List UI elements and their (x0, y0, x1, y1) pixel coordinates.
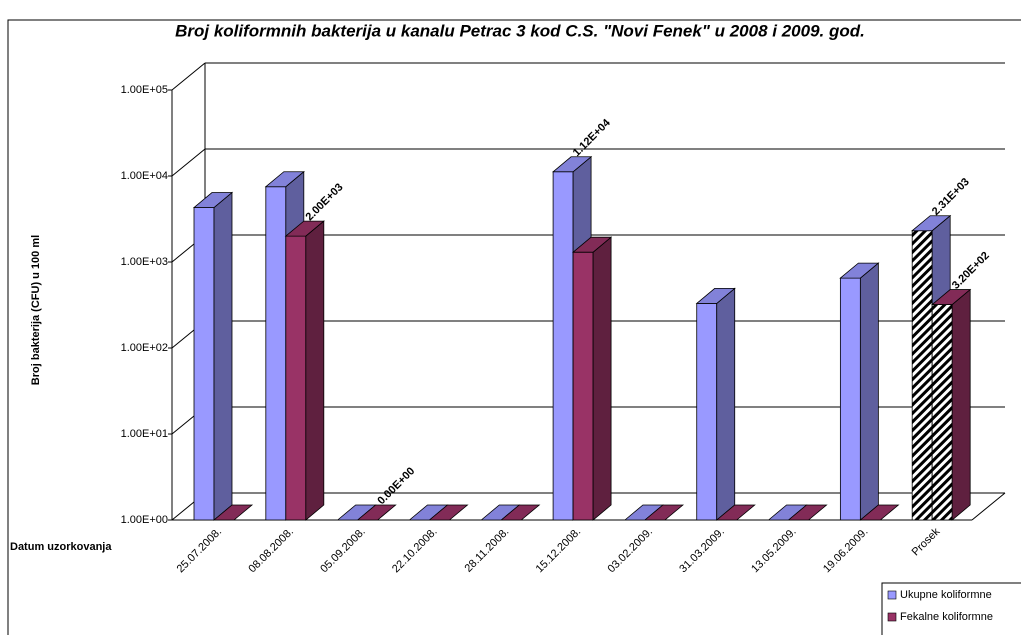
x-tick-label: 19.06.2009. (821, 526, 871, 576)
bar (428, 504, 469, 521)
bar-top (571, 236, 613, 253)
bar-top (643, 504, 685, 521)
legend-swatch (887, 612, 897, 622)
bar-top (264, 171, 305, 188)
chart-border (7, 19, 1021, 635)
y-tick-label: 1.00E+02 (121, 342, 168, 354)
bar-front (839, 277, 861, 521)
bar-side (305, 220, 325, 521)
bar-front (696, 303, 718, 521)
floor-right (971, 492, 1006, 521)
y-tick-label: 1.00E+05 (121, 84, 168, 96)
bar-top (500, 504, 541, 521)
bar-top (695, 288, 736, 304)
bar (571, 236, 613, 521)
bar-side (592, 236, 612, 521)
y-axis-label: Broj bakterija (CFU) u 100 ml (30, 235, 42, 385)
bar (715, 504, 756, 521)
bar-front (193, 207, 215, 521)
x-tick-label: 13.05.2009. (749, 526, 799, 576)
bar-front (552, 171, 574, 521)
y-tick-label: 1.00E+00 (121, 514, 168, 526)
bar (859, 504, 900, 521)
bar (931, 288, 972, 521)
legend: Ukupne koliformne Fekalne koliformne (881, 582, 1021, 635)
bar-front (572, 251, 594, 521)
bar-top (839, 262, 880, 279)
legend-box (881, 582, 1021, 635)
bar (787, 504, 828, 521)
x-tick-label: 15.12.2008. (534, 526, 584, 576)
x-axis-label: Datum uzorkovanja (10, 541, 112, 553)
bar (212, 504, 254, 521)
bar-side (951, 288, 971, 521)
legend-label: Fekalne koliformne (900, 611, 993, 623)
bar-side (213, 191, 233, 521)
bar (695, 287, 736, 521)
legend-label: Ukupne koliformne (900, 589, 992, 601)
bar (356, 504, 397, 521)
bar (500, 504, 541, 521)
grid-line (171, 148, 206, 177)
bar-side (716, 287, 736, 521)
bar-top (192, 192, 234, 208)
bar-top (212, 504, 254, 521)
data-label: 3.20E+02 (950, 250, 992, 292)
bar-top (715, 504, 756, 521)
bar-top (787, 504, 828, 521)
data-label: 2.00E+03 (304, 181, 346, 223)
bar (643, 504, 685, 521)
bar-top (931, 289, 972, 305)
bar (284, 220, 325, 521)
x-tick-label: 08.08.2008. (246, 526, 296, 576)
data-label: 0.00E+00 (375, 465, 417, 507)
bar-top (284, 220, 325, 237)
bar-top (428, 504, 469, 521)
x-tick-label: Prosek (910, 525, 943, 558)
bar-top (859, 504, 900, 521)
bar (192, 191, 234, 521)
bar-front (911, 230, 933, 521)
data-label: 2.31E+03 (930, 176, 972, 218)
y-tick-label: 1.00E+01 (121, 428, 168, 440)
bar-front (285, 235, 307, 521)
y-tick-label: 1.00E+03 (121, 256, 168, 268)
bar-top (356, 504, 397, 521)
x-tick-label: 28.11.2008. (462, 526, 511, 575)
bar-top (911, 215, 952, 232)
bar-side (859, 262, 879, 521)
legend-swatch (887, 590, 897, 600)
x-tick-label: 22.10.2008. (390, 526, 440, 576)
x-tick-label: 25.07.2008. (175, 526, 225, 576)
bar (839, 262, 880, 521)
plot: 1.00E+00 1.00E+01 1.00E+02 1.00E+03 1.00E+04… (121, 62, 1006, 576)
bar-front (265, 186, 287, 521)
y-tick-label: 1.00E+04 (121, 170, 168, 182)
bar-front (931, 304, 953, 521)
x-tick-label: 05.09.2008. (318, 526, 368, 576)
bar-top (551, 156, 593, 173)
x-tick-label: 03.02.2009. (605, 526, 655, 576)
grid-line (171, 62, 206, 91)
chart-title: Broj koliformnih bakterija u kanalu Petr… (175, 21, 865, 40)
data-label: 1.12E+04 (571, 116, 614, 159)
x-tick-label: 31.03.2009. (677, 526, 727, 576)
